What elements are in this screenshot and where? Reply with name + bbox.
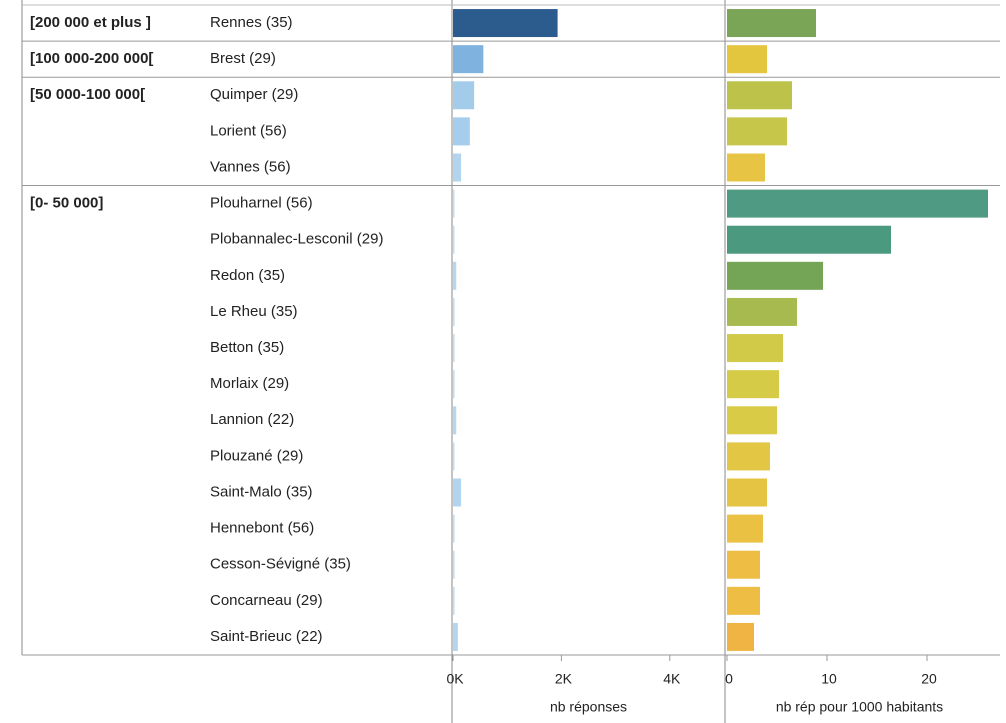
category-label: Saint-Brieuc (22) bbox=[210, 628, 323, 645]
bar bbox=[727, 9, 816, 38]
bar bbox=[453, 550, 455, 579]
bar bbox=[727, 297, 797, 326]
bar bbox=[453, 189, 455, 218]
bar bbox=[453, 153, 462, 182]
bar bbox=[727, 153, 765, 182]
bar bbox=[727, 189, 988, 218]
group-label: [0- 50 000] bbox=[30, 195, 103, 212]
bar bbox=[727, 334, 783, 363]
category-label: Vannes (56) bbox=[210, 158, 291, 175]
bar bbox=[727, 550, 760, 579]
x-tick-label: 0K bbox=[446, 671, 464, 687]
bar bbox=[453, 9, 558, 38]
category-label: Lorient (56) bbox=[210, 122, 287, 139]
category-label: Redon (35) bbox=[210, 267, 285, 284]
bar bbox=[727, 586, 760, 615]
group-label: [50 000-100 000[ bbox=[30, 86, 145, 103]
bar bbox=[453, 442, 455, 471]
x-tick-label: 4K bbox=[663, 671, 681, 687]
category-label: Morlaix (29) bbox=[210, 375, 289, 392]
bar bbox=[727, 81, 792, 110]
bar bbox=[727, 261, 823, 290]
axis-title: nb réponses bbox=[550, 699, 627, 715]
bar bbox=[453, 478, 462, 507]
group-label: [100 000-200 000[ bbox=[30, 50, 153, 67]
x-tick-label: 0 bbox=[725, 671, 733, 687]
bar bbox=[727, 442, 770, 471]
bar bbox=[453, 514, 455, 543]
x-tick-label: 2K bbox=[555, 671, 573, 687]
bar bbox=[727, 622, 754, 651]
category-label: Cesson-Sévigné (35) bbox=[210, 556, 351, 573]
bar bbox=[727, 45, 767, 74]
bar bbox=[453, 261, 457, 290]
x-tick-label: 20 bbox=[921, 671, 937, 687]
category-label: Plobannalec-Lesconil (29) bbox=[210, 231, 383, 248]
category-label: Saint-Malo (35) bbox=[210, 483, 313, 500]
category-label: Betton (35) bbox=[210, 339, 284, 356]
category-label: Plouharnel (56) bbox=[210, 195, 313, 212]
bar bbox=[453, 622, 458, 651]
category-label: Plouzané (29) bbox=[210, 447, 303, 464]
bar bbox=[453, 370, 455, 399]
bar bbox=[453, 586, 455, 615]
bar bbox=[727, 514, 763, 543]
bar bbox=[727, 406, 777, 435]
bar bbox=[453, 297, 455, 326]
category-label: Concarneau (29) bbox=[210, 592, 323, 609]
bar bbox=[727, 117, 787, 146]
x-tick-label: 10 bbox=[821, 671, 837, 687]
bar bbox=[453, 117, 470, 146]
category-label: Rennes (35) bbox=[210, 14, 293, 31]
category-label: Brest (29) bbox=[210, 50, 276, 67]
group-label: [200 000 et plus ] bbox=[30, 14, 151, 31]
bar bbox=[727, 478, 767, 507]
category-label: Quimper (29) bbox=[210, 86, 298, 103]
bar bbox=[453, 45, 484, 74]
axis-title: nb rép pour 1000 habitants bbox=[776, 699, 943, 715]
category-label: Le Rheu (35) bbox=[210, 303, 298, 320]
bar bbox=[453, 406, 457, 435]
bar bbox=[453, 334, 455, 363]
bar bbox=[453, 81, 475, 110]
category-label: Hennebont (56) bbox=[210, 520, 314, 537]
category-label: Lannion (22) bbox=[210, 411, 294, 428]
bar bbox=[727, 370, 779, 399]
bar bbox=[727, 225, 891, 254]
bar bbox=[453, 225, 455, 254]
